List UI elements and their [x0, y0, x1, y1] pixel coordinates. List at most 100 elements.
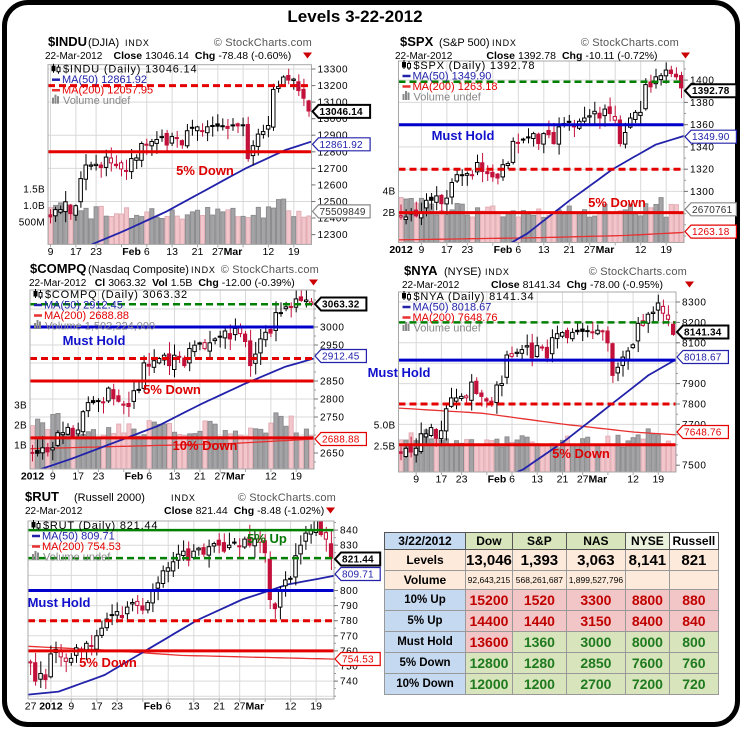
svg-text:1B: 1B — [14, 441, 27, 452]
svg-text:12: 12 — [635, 244, 647, 256]
svg-text:22-Mar-2012: 22-Mar-2012 — [402, 280, 460, 291]
svg-text:754.53: 754.53 — [342, 655, 374, 666]
svg-text:Must Hold: Must Hold — [368, 365, 431, 380]
svg-text:2750: 2750 — [320, 413, 344, 424]
svg-text:7648.76: 7648.76 — [684, 428, 722, 439]
svg-text:1380: 1380 — [690, 98, 714, 109]
svg-text:740: 740 — [340, 677, 358, 688]
svg-text:750: 750 — [340, 662, 358, 673]
svg-text:$SPX: $SPX — [400, 34, 434, 49]
svg-text:22-Mar-2012: 22-Mar-2012 — [29, 278, 87, 289]
svg-text:19: 19 — [290, 471, 302, 483]
svg-text:19: 19 — [288, 246, 300, 258]
svg-text:3063.32: 3063.32 — [322, 300, 360, 311]
svg-text:9: 9 — [413, 474, 419, 486]
svg-text:MA(200) 7648.76: MA(200) 7648.76 — [413, 312, 498, 324]
svg-text:8141.34: 8141.34 — [684, 328, 722, 339]
svg-text:1392.78: 1392.78 — [692, 86, 730, 97]
svg-text:© StockCharts.com: © StockCharts.com — [581, 37, 679, 49]
svg-text:12300: 12300 — [318, 230, 349, 241]
svg-text:27: 27 — [234, 701, 246, 713]
svg-text:7900: 7900 — [682, 379, 706, 390]
svg-text:821.44: 821.44 — [342, 555, 374, 566]
svg-text:MA(50) 1349.90: MA(50) 1349.90 — [413, 71, 492, 83]
svg-text:(Nasdaq Composite): (Nasdaq Composite) — [88, 264, 189, 276]
svg-text:Must Hold: Must Hold — [63, 333, 126, 348]
svg-text:1360: 1360 — [690, 120, 714, 131]
svg-text:13: 13 — [169, 471, 181, 483]
svg-text:5% Up: 5% Up — [247, 531, 287, 546]
svg-text:8300: 8300 — [682, 298, 706, 309]
svg-text:790: 790 — [340, 601, 358, 612]
svg-text:Volume 1,502,224,000: Volume 1,502,224,000 — [45, 321, 155, 333]
svg-text:8100: 8100 — [682, 338, 706, 349]
svg-text:23: 23 — [90, 246, 102, 258]
svg-text:23: 23 — [456, 474, 468, 486]
svg-text:Mar: Mar — [226, 471, 245, 483]
svg-text:75509849: 75509849 — [320, 207, 366, 218]
svg-text:MA(200) 2688.88: MA(200) 2688.88 — [44, 310, 129, 322]
svg-text:13200: 13200 — [318, 81, 349, 92]
svg-text:19: 19 — [660, 244, 672, 256]
svg-text:Mar: Mar — [596, 244, 615, 256]
svg-text:$RUT: $RUT — [25, 489, 59, 504]
svg-text:2B: 2B — [383, 208, 396, 219]
svg-text:17: 17 — [91, 701, 103, 713]
svg-text:1400: 1400 — [690, 76, 714, 87]
svg-text:23: 23 — [461, 244, 473, 256]
svg-text:22-Mar-2012: 22-Mar-2012 — [25, 506, 83, 517]
svg-text:12500: 12500 — [318, 197, 349, 208]
svg-text:2012: 2012 — [39, 701, 63, 713]
svg-text:INDX: INDX — [485, 267, 510, 277]
svg-text:9: 9 — [48, 246, 54, 258]
svg-text:5.0B: 5.0B — [374, 421, 396, 432]
svg-text:6: 6 — [509, 474, 515, 486]
svg-text:$COMPQ: $COMPQ — [30, 261, 86, 276]
svg-text:MA(50) 2912.45: MA(50) 2912.45 — [44, 300, 123, 312]
svg-text:2670761: 2670761 — [692, 205, 733, 216]
svg-text:12600: 12600 — [318, 180, 349, 191]
svg-text:MA(200) 12057.95: MA(200) 12057.95 — [62, 85, 153, 97]
svg-text:800: 800 — [340, 586, 358, 597]
svg-text:(Russell 2000): (Russell 2000) — [74, 492, 145, 504]
svg-text:$SPX (Daily) 1392.78: $SPX (Daily) 1392.78 — [414, 60, 536, 72]
svg-text:9: 9 — [50, 471, 56, 483]
svg-text:2012: 2012 — [389, 244, 413, 256]
svg-text:MA(50) 12861.92: MA(50) 12861.92 — [62, 74, 147, 86]
svg-text:21: 21 — [557, 474, 569, 486]
svg-text:21: 21 — [213, 701, 225, 713]
svg-text:27: 27 — [584, 244, 596, 256]
svg-text:Mar: Mar — [224, 246, 243, 258]
svg-text:$INDU (Daily) 13046.14: $INDU (Daily) 13046.14 — [63, 64, 197, 76]
svg-text:Feb: Feb — [125, 471, 144, 483]
svg-text:3000: 3000 — [320, 323, 344, 334]
svg-text:6: 6 — [515, 244, 521, 256]
svg-text:21: 21 — [194, 471, 206, 483]
svg-text:19: 19 — [652, 474, 664, 486]
svg-text:Volume undef: Volume undef — [414, 323, 482, 335]
svg-text:17: 17 — [70, 246, 82, 258]
svg-text:21: 21 — [563, 244, 575, 256]
svg-text:5% Down: 5% Down — [143, 382, 201, 397]
svg-text:© StockCharts.com: © StockCharts.com — [589, 266, 687, 278]
svg-text:(S&P 500): (S&P 500) — [439, 37, 490, 49]
svg-text:27: 27 — [577, 474, 589, 486]
svg-text:2912.45: 2912.45 — [322, 352, 360, 363]
svg-text:6: 6 — [144, 246, 150, 258]
svg-text:$NYA (Daily) 8141.34: $NYA (Daily) 8141.34 — [414, 291, 535, 303]
svg-text:6: 6 — [165, 701, 171, 713]
svg-text:Mar: Mar — [246, 701, 265, 713]
svg-text:1340: 1340 — [690, 142, 714, 153]
svg-text:(NYSE): (NYSE) — [444, 266, 481, 278]
svg-text:MA(200) 1263.18: MA(200) 1263.18 — [413, 81, 498, 93]
svg-text:1320: 1320 — [690, 165, 714, 176]
svg-text:Volume undef: Volume undef — [63, 95, 131, 107]
svg-text:809.71: 809.71 — [342, 570, 374, 581]
svg-text:1349.90: 1349.90 — [692, 132, 730, 143]
svg-text:MA(50) 809.71: MA(50) 809.71 — [42, 531, 115, 543]
svg-text:(DJIA): (DJIA) — [88, 37, 119, 49]
svg-text:9: 9 — [68, 701, 74, 713]
